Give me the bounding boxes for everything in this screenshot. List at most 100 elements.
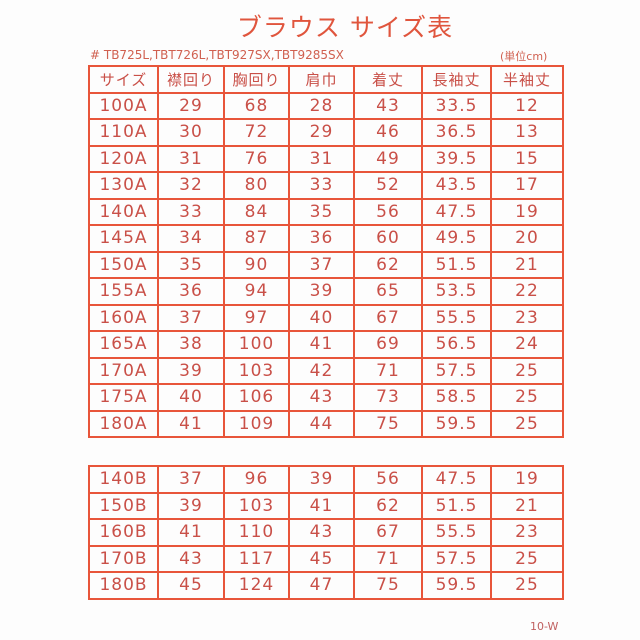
table-cell: 140B xyxy=(88,465,159,494)
table-cell: 56.5 xyxy=(421,330,492,359)
table-cell: 37 xyxy=(288,250,355,279)
table-cell: 71 xyxy=(353,544,423,573)
table-cell: 109 xyxy=(223,409,290,438)
table-cell: 25 xyxy=(490,356,564,385)
table-cell: 100 xyxy=(223,330,290,359)
table-row: 170B 43 117 45 71 57.5 25 xyxy=(88,544,564,573)
table-cell: 120A xyxy=(88,144,159,173)
table-cell: 33.5 xyxy=(421,91,492,120)
table-cell: 12 xyxy=(490,91,564,120)
table-cell: 25 xyxy=(490,409,564,438)
table-cell: 170A xyxy=(88,356,159,385)
table-row: 165A 38 100 41 69 56.5 24 xyxy=(88,330,564,359)
table-cell: 22 xyxy=(490,277,564,306)
table-cell: 23 xyxy=(490,518,564,547)
unit-label: (単位cm) xyxy=(500,50,548,63)
table-cell: 180A xyxy=(88,409,159,438)
table-cell: 41 xyxy=(157,409,225,438)
table-cell: 45 xyxy=(157,571,225,600)
table-cell: 19 xyxy=(490,197,564,226)
table-cell: 肩巾 xyxy=(288,65,355,94)
table-cell: 110 xyxy=(223,518,290,547)
table-cell: 87 xyxy=(223,224,290,253)
size-table-b: 140B 37 96 39 56 47.5 19 150B 39 103 41 62 51.5 21 160… xyxy=(88,465,564,600)
table-cell: 73 xyxy=(353,383,423,412)
table-cell: 90 xyxy=(223,250,290,279)
table-cell: 47 xyxy=(288,571,355,600)
table-cell: 20 xyxy=(490,224,564,253)
table-cell: 165A xyxy=(88,330,159,359)
table-cell: 150A xyxy=(88,250,159,279)
table-cell: 39.5 xyxy=(421,144,492,173)
table-cell: 29 xyxy=(288,118,355,147)
table-cell: 41 xyxy=(288,330,355,359)
table-cell: 180B xyxy=(88,571,159,600)
table-cell: 36 xyxy=(288,224,355,253)
table-cell: 60 xyxy=(353,224,423,253)
table-cell: 25 xyxy=(490,383,564,412)
table-cell: 150B xyxy=(88,491,159,520)
table-cell: 30 xyxy=(157,118,225,147)
table-cell: 75 xyxy=(353,409,423,438)
table-row: 160B 41 110 43 67 55.5 23 xyxy=(88,518,564,547)
table-cell: 68 xyxy=(223,91,290,120)
table-cell: 着丈 xyxy=(353,65,423,94)
table-cell: 42 xyxy=(288,356,355,385)
table-cell: 28 xyxy=(288,91,355,120)
table-cell: 160B xyxy=(88,518,159,547)
table-cell: 59.5 xyxy=(421,571,492,600)
table-cell: 103 xyxy=(223,491,290,520)
table-cell: 58.5 xyxy=(421,383,492,412)
table-cell: 35 xyxy=(288,197,355,226)
table-cell: 33 xyxy=(157,197,225,226)
table-cell: 57.5 xyxy=(421,544,492,573)
table-cell: 43 xyxy=(288,383,355,412)
table-cell: 34 xyxy=(157,224,225,253)
table-cell: 55.5 xyxy=(421,303,492,332)
table-cell: 124 xyxy=(223,571,290,600)
table-cell: 25 xyxy=(490,544,564,573)
table-row: 170A 39 103 42 71 57.5 25 xyxy=(88,356,564,385)
table-cell: 21 xyxy=(490,491,564,520)
table-cell: 13 xyxy=(490,118,564,147)
table-cell: 55.5 xyxy=(421,518,492,547)
table-cell: 62 xyxy=(353,491,423,520)
table-cell: 71 xyxy=(353,356,423,385)
table-cell: 51.5 xyxy=(421,491,492,520)
table-cell: 69 xyxy=(353,330,423,359)
table-cell: 65 xyxy=(353,277,423,306)
table-cell: 24 xyxy=(490,330,564,359)
table-cell: 17 xyxy=(490,171,564,200)
table-cell: 39 xyxy=(288,465,355,494)
table-row: 100A 29 68 28 43 33.5 12 xyxy=(88,91,564,120)
table-cell: 62 xyxy=(353,250,423,279)
table-row: 140A 33 84 35 56 47.5 19 xyxy=(88,197,564,226)
table-cell: 半袖丈 xyxy=(490,65,564,94)
table-row: 175A 40 106 43 73 58.5 25 xyxy=(88,383,564,412)
table-cell: 155A xyxy=(88,277,159,306)
table-row: 140B 37 96 39 56 47.5 19 xyxy=(88,465,564,494)
table-cell: 130A xyxy=(88,171,159,200)
table-cell: 29 xyxy=(157,91,225,120)
table-cell: 140A xyxy=(88,197,159,226)
table-cell: 75 xyxy=(353,571,423,600)
table-cell: 160A xyxy=(88,303,159,332)
table-cell: 43 xyxy=(353,91,423,120)
table-cell: 110A xyxy=(88,118,159,147)
table-cell: 96 xyxy=(223,465,290,494)
model-numbers: # TB725L,TBT726L,TBT927SX,TBT9285SX xyxy=(90,48,344,62)
table-cell: 170B xyxy=(88,544,159,573)
table-cell: 43 xyxy=(157,544,225,573)
table-cell: 80 xyxy=(223,171,290,200)
table-cell: 32 xyxy=(157,171,225,200)
table-cell: 100A xyxy=(88,91,159,120)
table-cell: 31 xyxy=(157,144,225,173)
table-cell: 襟回り xyxy=(157,65,225,94)
size-table-a: サイズ 襟回り 胸回り 肩巾 着丈 長袖丈 半袖丈 100A 29 68 28 43 33.5 12 110… xyxy=(88,65,564,438)
table-cell: 175A xyxy=(88,383,159,412)
table-row: 145A 34 87 36 60 49.5 20 xyxy=(88,224,564,253)
table-cell: 47.5 xyxy=(421,465,492,494)
table-cell: 59.5 xyxy=(421,409,492,438)
table-cell: 39 xyxy=(157,491,225,520)
table-cell: 43.5 xyxy=(421,171,492,200)
